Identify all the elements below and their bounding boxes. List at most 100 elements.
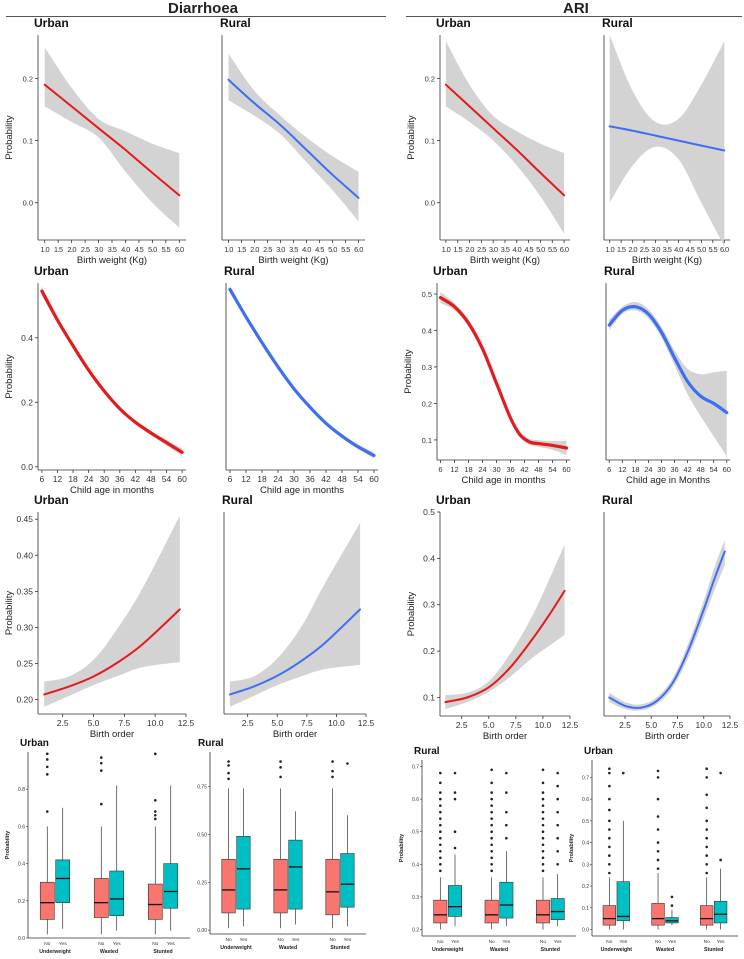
outlier-point: [541, 804, 545, 807]
x-tick-label: 24: [84, 474, 94, 484]
box-underweight-yes: [236, 788, 251, 927]
y-tick-label: 0.3: [412, 895, 419, 901]
x-tick-label: 2.5: [477, 245, 486, 254]
x-axis-label: Child age in months: [462, 475, 546, 486]
y-axis-label: Probability: [406, 592, 417, 637]
outlier-point: [656, 858, 660, 862]
x-tick-label: 42: [321, 474, 331, 484]
fit-line-rural: [607, 304, 729, 415]
box-body: [536, 899, 550, 924]
y-tick-label: 0.4: [18, 862, 25, 868]
outlier-point: [608, 871, 611, 875]
fit-line-rural: [228, 287, 376, 458]
fit-line-urban: [43, 608, 181, 696]
box-tick-label: No: [152, 941, 158, 947]
panel-title: Urban: [34, 16, 69, 30]
x-tick-label: 48: [146, 474, 156, 484]
panel-title: Rural: [604, 264, 635, 278]
box-panel-d-box-urban: 0.0 0.2 0.4 0.6 0.8 No Yes Underweight No Yes Wast…: [5, 738, 190, 955]
y-tick-label: 0.6: [412, 797, 419, 803]
box-underweight-no: [602, 767, 617, 930]
line-panel-d-bw-urban: 0.0 0.1 0.2 1.0 1.5 2.0 2.5 3.0 3.5 4.0 4.5 5.0 5.5 6…: [4, 16, 186, 266]
x-tick-label: 10.0: [695, 720, 712, 730]
box-panel-a-box-rural: 0.2 0.3 0.4 0.5 0.6 0.7 No Yes Underweight No Yes W…: [399, 746, 576, 953]
outlier-point: [621, 771, 625, 775]
x-tick-label: 12.5: [722, 720, 739, 730]
box-body: [713, 900, 728, 924]
outlier-point: [490, 810, 493, 814]
line-panel-a-bw-rural: 1.0 1.5 2.0 2.5 3.0 3.5 4.0 4.5 5.0 5.5 6.0 Birth w…: [602, 16, 730, 266]
y-tick-label: 0.75: [197, 784, 207, 790]
x-tick-label: 5.5: [341, 245, 350, 254]
x-tick-label: 42: [520, 465, 528, 474]
x-tick-label: 60: [562, 465, 570, 474]
outlier-point: [453, 830, 457, 834]
ci-ribbon-rural: [609, 539, 725, 711]
box-body: [273, 858, 288, 914]
x-tick-label: 54: [710, 465, 718, 474]
x-tick-label: 30: [289, 474, 299, 484]
box-tick-label: Yes: [717, 939, 725, 945]
outlier-point: [608, 771, 611, 775]
group-label: Underweight: [39, 949, 71, 955]
outlier-point: [439, 836, 442, 840]
ci-ribbon-urban: [44, 515, 180, 707]
x-tick-label: 24: [644, 465, 652, 474]
x-axis-label: Birth order: [273, 729, 317, 740]
outlier-point: [705, 845, 709, 849]
y-tick-label: 0.1: [23, 137, 33, 146]
line-panel-a-bw-urban: 0.0 0.1 0.2 1.0 1.5 2.0 2.5 3.0 3.5 4.0 4.5 5.0 5.5 6…: [406, 16, 570, 266]
y-tick-label: 0.25: [197, 880, 207, 886]
y-tick-label: 0.2: [582, 884, 589, 890]
y-tick-label: 0.7: [582, 775, 589, 781]
y-tick-label: 0.3: [422, 363, 432, 372]
y-tick-label: 0.4: [21, 333, 33, 343]
box-body: [55, 859, 71, 903]
fit-line-urban: [43, 83, 181, 197]
x-tick-label: 2.5: [456, 720, 468, 730]
y-tick-label: 0.6: [18, 824, 25, 830]
outlier-point: [656, 849, 660, 853]
box-body: [340, 853, 355, 908]
outlier-point: [439, 804, 442, 807]
outlier-point: [99, 761, 103, 765]
x-tick-label: 2.0: [465, 245, 474, 254]
outlier-point: [490, 823, 493, 827]
box-panel-a-box-urban: 0.0 0.1 0.2 0.3 0.4 0.5 0.6 0.7 No Yes Underweight…: [569, 746, 738, 953]
outlier-point: [505, 791, 508, 794]
outlier-point: [439, 810, 442, 814]
y-tick-label: 0.0: [23, 199, 33, 208]
x-axis-label: Birth order: [645, 731, 689, 742]
fit-line-urban: [444, 83, 566, 197]
fit-line-urban: [438, 296, 569, 450]
box-tick-label: Yes: [619, 939, 627, 945]
ci-ribbon-urban: [445, 41, 565, 234]
x-tick-label: 6.0: [354, 245, 363, 254]
y-tick-label: 0.00: [197, 928, 207, 934]
y-tick-label: 0.2: [23, 74, 33, 83]
outlier-point: [608, 784, 611, 788]
y-tick-label: 0.2: [425, 74, 435, 83]
outlier-point: [490, 791, 493, 794]
box-tick-label: No: [98, 941, 104, 947]
x-tick-label: 7.5: [301, 718, 313, 728]
x-tick-label: 1.0: [442, 245, 451, 254]
x-tick-label: 12.5: [562, 720, 579, 730]
box-body: [147, 883, 163, 920]
fit-line-rural: [227, 78, 360, 199]
box-tick-label: Yes: [451, 939, 459, 945]
y-axis-label: Probability: [4, 591, 15, 636]
box-tick-label: Yes: [113, 941, 121, 947]
outlier-point: [279, 775, 282, 779]
box-tick-label: Yes: [554, 939, 562, 945]
outlier-point: [541, 791, 545, 794]
outlier-point: [153, 817, 157, 821]
outlier-point: [705, 819, 709, 823]
outlier-point: [541, 830, 545, 834]
outlier-point: [346, 762, 349, 765]
outlier-point: [227, 764, 230, 767]
y-tick-label: 0.2: [21, 397, 33, 407]
outlier-point: [541, 856, 545, 860]
x-tick-label: 1.5: [617, 245, 626, 254]
line-panel-d-bo-rural: 2.5 5.0 7.5 10.0 12.5 Birth order Rural: [222, 493, 375, 740]
